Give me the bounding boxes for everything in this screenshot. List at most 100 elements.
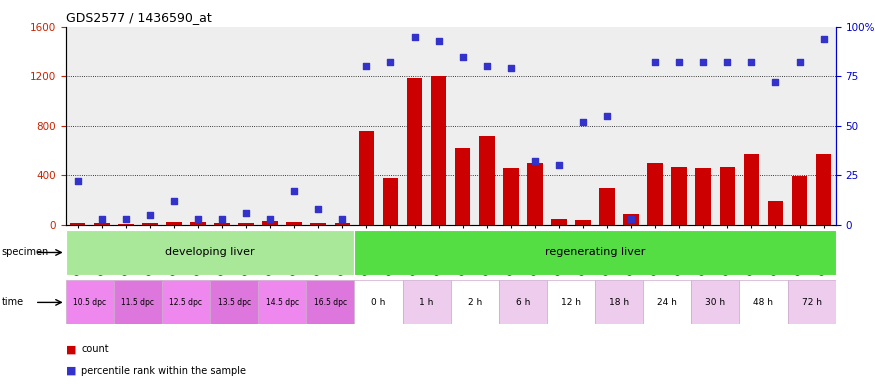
Point [745, 60, 759, 66]
Bar [118, 223, 134, 225]
Text: developing liver: developing liver [165, 247, 255, 258]
Point [263, 216, 277, 222]
Bar [262, 221, 278, 225]
Point [504, 65, 518, 71]
Point [383, 60, 397, 66]
Point [119, 216, 133, 222]
Bar [451, 280, 499, 324]
Bar [691, 280, 739, 324]
Bar [479, 136, 494, 225]
Point [360, 63, 374, 70]
Bar [503, 168, 519, 225]
Bar [499, 280, 547, 324]
Point [720, 60, 734, 66]
Bar [739, 280, 788, 324]
Text: 11.5 dpc: 11.5 dpc [122, 298, 154, 307]
Bar [788, 280, 836, 324]
Text: 48 h: 48 h [753, 298, 774, 307]
Text: 10.5 dpc: 10.5 dpc [74, 298, 106, 307]
Bar [671, 167, 687, 225]
Text: 13.5 dpc: 13.5 dpc [218, 298, 250, 307]
Bar [166, 222, 182, 225]
Bar [792, 176, 808, 225]
Point [215, 216, 229, 222]
Point [312, 206, 326, 212]
Text: 24 h: 24 h [657, 298, 677, 307]
Bar [354, 280, 402, 324]
Bar [142, 223, 158, 225]
Point [456, 53, 470, 60]
Point [624, 216, 638, 222]
Bar [643, 280, 691, 324]
Point [793, 60, 807, 66]
Point [552, 162, 566, 169]
Bar [190, 222, 206, 225]
Text: 16.5 dpc: 16.5 dpc [314, 298, 346, 307]
Text: 72 h: 72 h [802, 298, 822, 307]
Bar [648, 163, 663, 225]
Point [648, 60, 662, 66]
Bar [66, 280, 114, 324]
Text: 1 h: 1 h [419, 298, 434, 307]
Bar [402, 280, 451, 324]
Bar [595, 280, 643, 324]
Bar [527, 163, 542, 225]
Text: specimen: specimen [2, 247, 49, 258]
Point [576, 119, 590, 125]
Text: ■: ■ [66, 344, 76, 354]
Bar [238, 223, 254, 225]
Bar [767, 201, 783, 225]
Bar [354, 230, 836, 275]
Bar [359, 131, 374, 225]
Bar [258, 280, 306, 324]
Bar [407, 78, 423, 225]
Text: 2 h: 2 h [467, 298, 482, 307]
Bar [575, 220, 591, 225]
Point [816, 36, 830, 42]
Point [143, 212, 157, 218]
Point [408, 34, 422, 40]
Bar [162, 280, 210, 324]
Bar [547, 280, 595, 324]
Bar [382, 178, 398, 225]
Point [431, 38, 445, 44]
Bar [210, 280, 258, 324]
Point [528, 158, 542, 164]
Bar [66, 230, 354, 275]
Text: time: time [2, 297, 24, 308]
Point [191, 216, 205, 222]
Point [71, 178, 85, 184]
Point [239, 210, 253, 216]
Text: 12 h: 12 h [561, 298, 581, 307]
Point [696, 60, 710, 66]
Point [672, 60, 686, 66]
Bar [551, 219, 567, 225]
Text: count: count [81, 344, 109, 354]
Bar [94, 223, 109, 225]
Point [768, 79, 782, 85]
Text: ■: ■ [66, 366, 76, 376]
Bar [306, 280, 354, 324]
Text: GDS2577 / 1436590_at: GDS2577 / 1436590_at [66, 12, 212, 25]
Text: 6 h: 6 h [515, 298, 530, 307]
Bar [311, 223, 326, 225]
Bar [816, 154, 831, 225]
Point [94, 216, 108, 222]
Bar [334, 223, 350, 225]
Bar [430, 76, 446, 225]
Text: 0 h: 0 h [371, 298, 386, 307]
Point [480, 63, 494, 70]
Point [335, 216, 349, 222]
Bar [696, 168, 711, 225]
Text: 12.5 dpc: 12.5 dpc [170, 298, 202, 307]
Bar [114, 280, 162, 324]
Point [287, 188, 301, 194]
Bar [744, 154, 760, 225]
Text: 30 h: 30 h [705, 298, 725, 307]
Text: 18 h: 18 h [609, 298, 629, 307]
Point [167, 198, 181, 204]
Bar [214, 223, 230, 225]
Text: percentile rank within the sample: percentile rank within the sample [81, 366, 247, 376]
Bar [455, 148, 471, 225]
Bar [70, 223, 86, 225]
